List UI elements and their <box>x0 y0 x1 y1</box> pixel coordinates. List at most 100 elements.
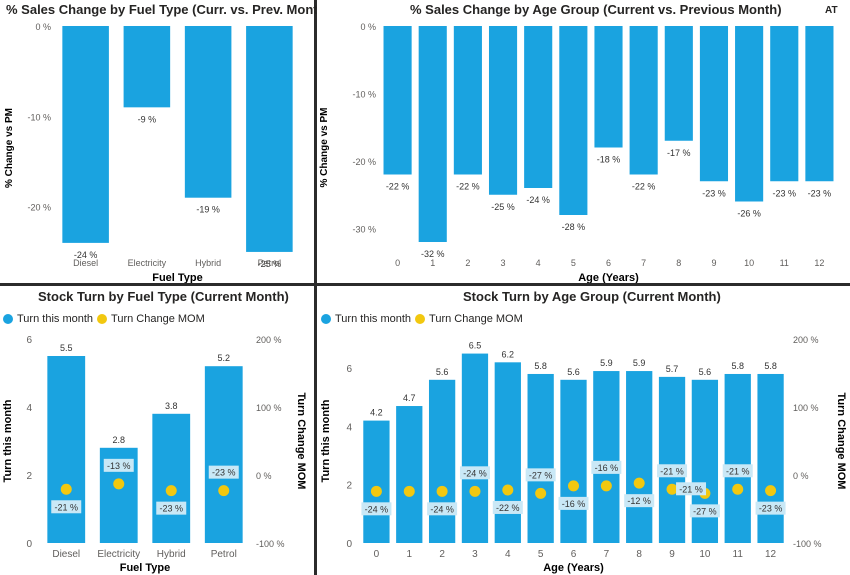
data-label: 4.2 <box>370 408 383 418</box>
data-label: 6.5 <box>469 341 482 351</box>
y-tick-label: 0 <box>346 539 352 550</box>
y-tick-label: 6 <box>26 335 32 346</box>
bar <box>527 373 554 543</box>
x-tick-label: 0 <box>395 258 400 268</box>
data-label: -19 % <box>196 205 220 215</box>
change-dot <box>600 480 612 492</box>
change-dot <box>666 483 678 495</box>
bar <box>699 26 729 182</box>
change-dot <box>469 485 481 497</box>
change-dot <box>568 480 579 492</box>
bar <box>152 413 191 543</box>
x-axis-title: Fuel Type <box>152 272 203 283</box>
legend-marker-turn <box>3 314 13 324</box>
bar <box>691 379 719 543</box>
bar <box>453 26 482 175</box>
bar <box>363 420 390 543</box>
data-label: 5.7 <box>666 364 679 374</box>
x-tick-label: 2 <box>465 258 470 268</box>
change-label: -12 % <box>627 496 651 506</box>
y2-axis-title: Turn Change MOM <box>835 393 847 490</box>
change-label: -21 % <box>679 484 703 494</box>
data-label: 2.8 <box>112 435 125 445</box>
fuel-turn-legend: Turn this month Turn Change MOM <box>3 313 205 325</box>
bar <box>626 371 653 543</box>
change-label-box <box>361 502 392 516</box>
bar <box>47 356 86 543</box>
change-label: -23 % <box>159 504 183 514</box>
x-tick-label: 3 <box>472 549 478 560</box>
bar <box>488 26 518 195</box>
x-tick-label: 4 <box>536 258 541 268</box>
bar <box>664 26 693 141</box>
y-tick-label: 0 % <box>360 22 376 32</box>
data-label: -24 % <box>526 195 550 205</box>
x-tick-label: 5 <box>571 258 576 268</box>
change-label: -24 % <box>365 504 389 514</box>
bar <box>629 26 658 175</box>
y2-tick-label: 100 % <box>793 403 819 413</box>
change-label-box <box>624 494 655 508</box>
legend-marker-turn <box>321 314 331 324</box>
change-label-box <box>51 500 82 514</box>
y-tick-label: -10 % <box>352 90 376 100</box>
data-label: 5.6 <box>699 367 712 377</box>
legend-label-turn: Turn this month <box>335 313 412 325</box>
fuel-change-title: % Sales Change by Fuel Type (Curr. vs. P… <box>6 2 330 17</box>
bar <box>559 26 588 215</box>
change-dot <box>403 485 415 497</box>
x-tick-label: 8 <box>636 549 642 560</box>
data-label: -28 % <box>562 222 586 232</box>
data-label: -18 % <box>597 155 621 165</box>
change-label-box <box>558 496 589 510</box>
bar <box>184 26 232 198</box>
change-label: -27 % <box>529 470 553 480</box>
x-tick-label: 7 <box>641 258 646 268</box>
fuel-turn-chart: 0 2 4 6 -100 % 0 % 100 % 200 % Diesel 5.5 -21 % Ele… <box>2 335 307 574</box>
fuel-turn-panel: Stock Turn by Fuel Type (Current Month) … <box>0 286 314 575</box>
x-tick-label: 0 <box>374 549 380 560</box>
bar <box>805 26 834 182</box>
age-turn-legend: Turn this month Turn Change MOM <box>321 313 523 325</box>
y2-tick-label: 200 % <box>256 335 282 345</box>
data-label: -25 % <box>258 259 282 269</box>
change-dot <box>535 487 547 499</box>
data-label: -9 % <box>138 114 157 124</box>
y-axis-title: Turn this month <box>320 399 332 482</box>
data-label: 5.5 <box>60 343 73 353</box>
change-label-box <box>492 500 523 514</box>
y-tick-label: 6 <box>346 364 352 375</box>
x-tick-label: Electricity <box>128 258 167 268</box>
x-tick-label: Diesel <box>73 258 98 268</box>
y-axis-title: % Change vs PM <box>4 108 15 188</box>
y2-tick-label: -100 % <box>256 539 285 549</box>
data-label: 6.2 <box>502 349 515 359</box>
bar <box>735 26 764 202</box>
y-tick-label: 2 <box>346 481 352 492</box>
change-label: -21 % <box>54 502 78 512</box>
change-dot <box>732 483 744 495</box>
y-tick-label: -10 % <box>27 112 51 122</box>
change-label: -16 % <box>562 499 586 509</box>
bar <box>524 26 553 188</box>
legend-label-turn: Turn this month <box>17 313 94 325</box>
x-tick-label: 3 <box>501 258 506 268</box>
y-tick-label: 4 <box>26 403 32 414</box>
bar <box>62 26 109 243</box>
y2-tick-label: 0 % <box>256 471 272 481</box>
fuel-change-chart: 0 % -10 % -20 % -24 %Diesel -9 % Electricity -… <box>4 22 293 283</box>
x-tick-label: 12 <box>765 549 777 560</box>
age-change-title: % Sales Change by Age Group (Current vs.… <box>410 2 782 17</box>
bar <box>204 366 243 543</box>
change-label: -21 % <box>660 466 684 476</box>
age-turn-title: Stock Turn by Age Group (Current Month) <box>463 289 721 304</box>
change-dot <box>165 485 177 497</box>
x-tick-label: 8 <box>676 258 681 268</box>
x-tick-label: 5 <box>538 549 544 560</box>
age-change-panel: % Sales Change by Age Group (Current vs.… <box>317 0 850 283</box>
y-tick-label: 2 <box>26 471 32 482</box>
data-label: -22 % <box>632 182 656 192</box>
data-label: 5.9 <box>633 358 646 368</box>
legend-marker-change <box>97 314 108 324</box>
x-tick-label: 1 <box>430 258 435 268</box>
